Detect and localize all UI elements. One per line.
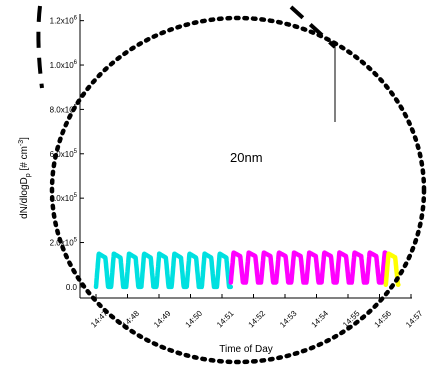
x-tick-label: 14:52 (247, 309, 268, 330)
y-tick-label: 0.0 (66, 283, 78, 292)
x-tick-label: 14:49 (152, 309, 173, 330)
x-tick-label: 14:56 (373, 309, 394, 330)
y-tick-label: 1.0x106 (50, 60, 78, 70)
x-tick-label: 14:50 (184, 309, 205, 330)
series-line-2 (228, 250, 389, 285)
y-tick-label: 6.0x105 (50, 149, 78, 159)
dotted-circle-overlay (49, 15, 427, 365)
annotation-20nm: 20nm (230, 150, 263, 165)
x-tick-label: 14:57 (404, 309, 425, 330)
x-ticks: 14:47 14:48 14:49 14:50 14:51 14:52 14:53 14:54… (89, 294, 425, 329)
series-line-3 (383, 251, 401, 287)
series-layer (93, 250, 401, 290)
y-tick-label: 4.0x105 (50, 193, 78, 203)
dashed-arc-left-overlay (36, 5, 44, 89)
x-axis-title: Time of Day (219, 344, 273, 355)
x-tick-label: 14:54 (310, 309, 331, 330)
dashed-line-top-overlay (289, 5, 337, 49)
axes-layer (79, 14, 412, 299)
overlay-layer (36, 5, 427, 365)
x-tick-label: 14:53 (278, 309, 299, 330)
y-axis-title: dN/dlogDp [# cm-3] (18, 137, 32, 219)
series-line-1 (93, 251, 234, 290)
x-tick-label: 14:51 (215, 309, 236, 330)
y-tick-label: 1.2x106 (50, 16, 78, 26)
